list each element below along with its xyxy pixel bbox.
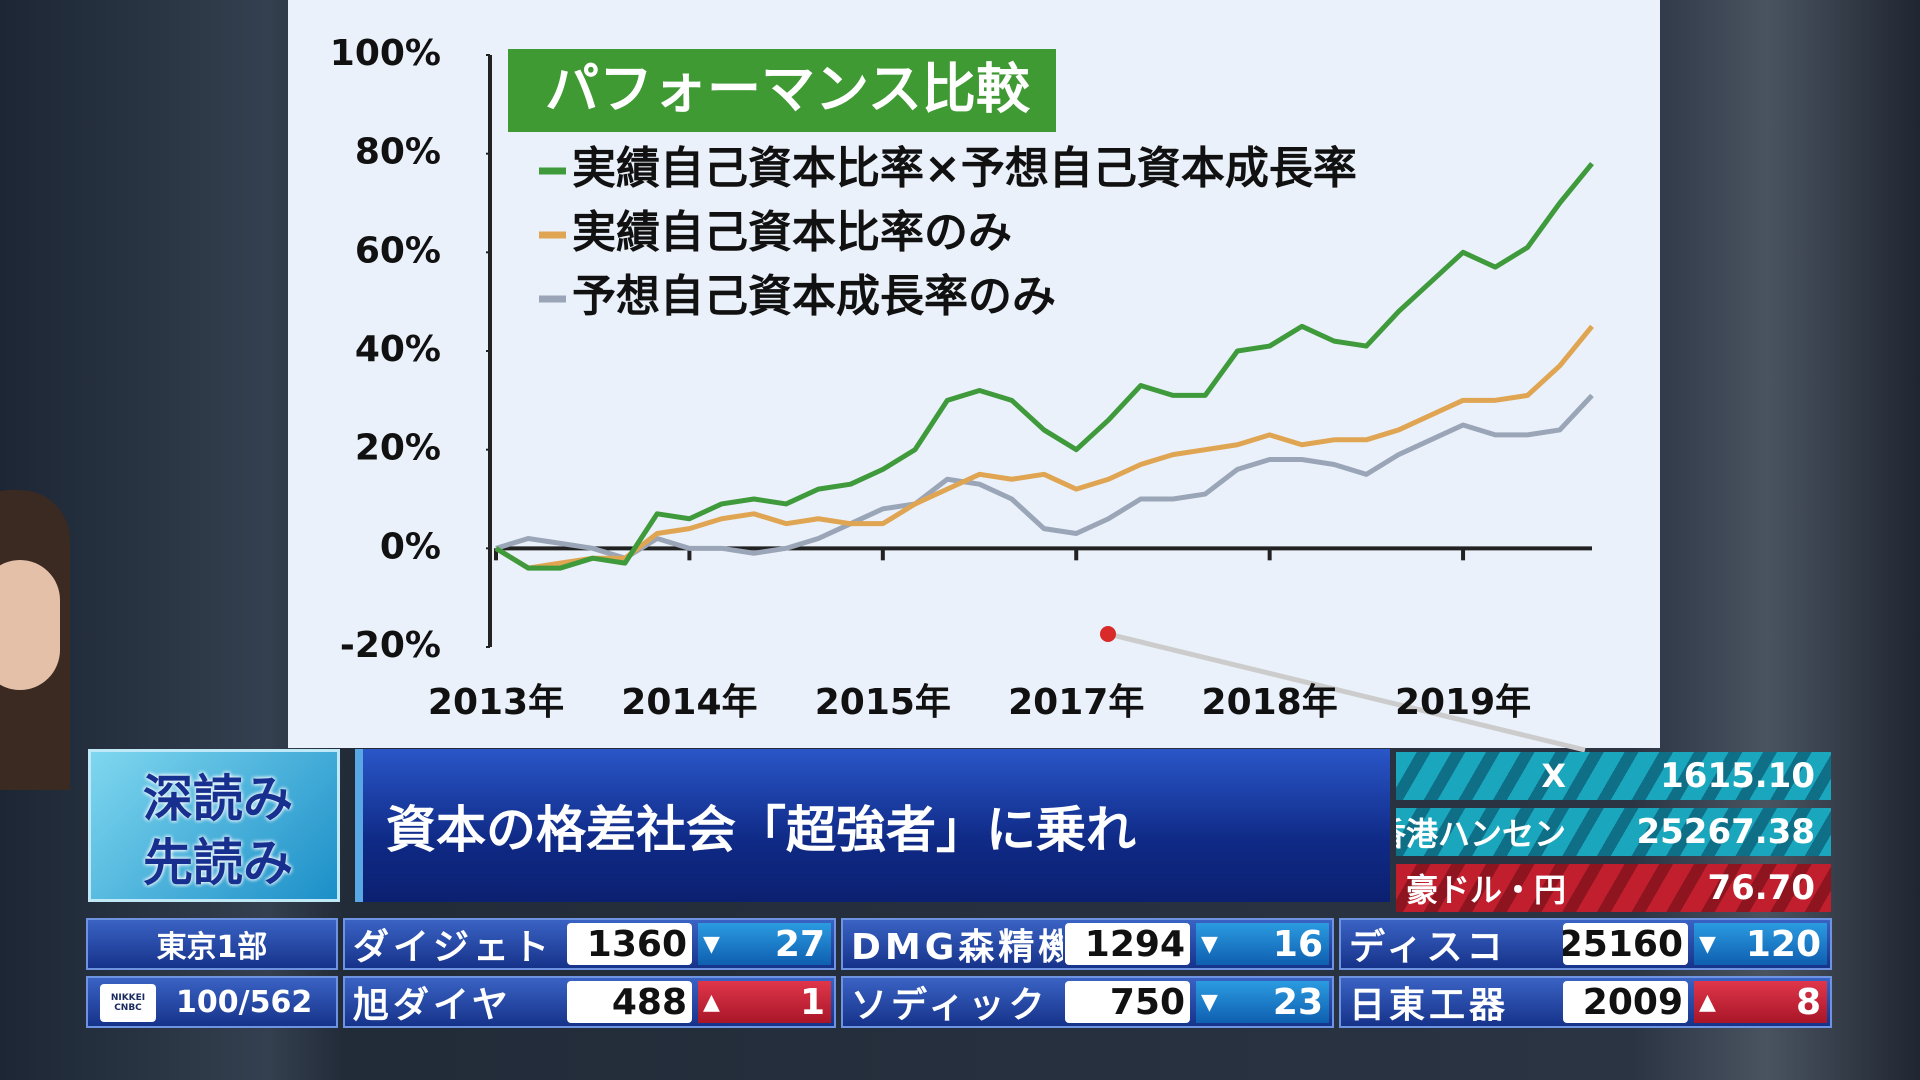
stock-change-box — [1196, 981, 1329, 1023]
y-tick-label: -20% — [340, 625, 441, 666]
x-tick-label: 2013年 — [428, 682, 564, 723]
stock-change: 16 — [1272, 923, 1323, 965]
stock-price-box — [1563, 981, 1688, 1023]
stock-change: 27 — [774, 923, 825, 965]
stock-price-box — [1065, 981, 1190, 1023]
legend-label: 実績自己資本比率×予想自己資本成長率 — [572, 143, 1357, 194]
y-tick-label: 0% — [380, 526, 441, 567]
market: 東京1部 — [156, 930, 268, 965]
index-value: 1615.10 — [1660, 756, 1815, 796]
x-tick-label: 2015年 — [815, 682, 951, 723]
cnbc-logo: NIKKEI CNBC — [100, 984, 156, 1022]
x-tick-label: 2018年 — [1202, 682, 1338, 723]
chart: パフォーマンス比較 -20% 0% 20% 40% 60% 80% 100% 2013年 201… — [288, 0, 1660, 753]
presenter-left-face — [0, 560, 60, 690]
headline: 資本の格差社会「超強者」に乗れ — [386, 801, 1136, 859]
stock-name: ソディック — [851, 985, 1049, 1026]
x-tick-label: 2017年 — [1008, 682, 1144, 723]
stock-name: DMG森精機 — [851, 927, 1063, 968]
stock-arrow: ▲ — [1699, 989, 1716, 1015]
legend-label: 予想自己資本成長率のみ — [572, 271, 1056, 322]
x-tick-label: 2014年 — [621, 682, 757, 723]
stock-change: 1 — [799, 981, 825, 1023]
stock-arrow: ▼ — [1201, 989, 1218, 1015]
stock-arrow: ▼ — [1699, 931, 1716, 957]
stock-name: 旭ダイヤ — [353, 985, 512, 1026]
stock-price-box — [1065, 923, 1190, 965]
y-tick-label: 40% — [355, 329, 441, 370]
index-row — [1396, 864, 1831, 912]
y-tick-label: 60% — [355, 230, 441, 271]
index-row — [1396, 808, 1831, 856]
count: 100/562 — [176, 984, 313, 1020]
pointer-stick — [1107, 631, 1586, 753]
stock-price: 1360 — [586, 923, 687, 965]
headline-box — [355, 749, 1390, 902]
y-tick-label: 100% — [330, 33, 441, 74]
board-head — [86, 918, 338, 970]
stock-price: 2009 — [1582, 981, 1683, 1023]
stock-price: 488 — [611, 981, 687, 1023]
y-tick-label: 80% — [355, 132, 441, 173]
stock-change-box — [698, 981, 831, 1023]
stock-change-box — [1694, 923, 1827, 965]
title-box — [508, 49, 1056, 132]
stock-change: 120 — [1745, 923, 1821, 965]
stock-name: ディスコ — [1349, 927, 1507, 968]
stock-change-box — [1196, 923, 1329, 965]
index-name: 豪ドル・円 — [1405, 871, 1566, 909]
index-row — [1396, 752, 1831, 800]
index-value: 76.70 — [1707, 868, 1815, 908]
logo-text: 先読み — [143, 834, 293, 888]
pointer-tip — [1100, 626, 1116, 642]
series-line — [494, 161, 1594, 571]
stock-change: 8 — [1795, 981, 1821, 1023]
stock-change-box — [1694, 981, 1827, 1023]
series-line — [495, 393, 1594, 561]
stock-name: ダイジェト — [353, 927, 554, 968]
index-name: X — [1541, 757, 1566, 795]
stock-arrow: ▼ — [703, 931, 720, 957]
stock-name: 日東工器 — [1349, 985, 1510, 1026]
index-name: 香港ハンセン — [1396, 815, 1566, 853]
stock-change-box — [698, 923, 831, 965]
logo-box — [88, 749, 340, 902]
stock-price-box — [567, 923, 692, 965]
stock-price: 25160 — [1563, 923, 1683, 965]
stock-price-box — [567, 981, 692, 1023]
stock-arrow: ▼ — [1201, 931, 1218, 957]
y-tick-label: 20% — [355, 428, 441, 469]
stock-price: 1294 — [1084, 923, 1185, 965]
legend-label: 実績自己資本比率のみ — [572, 207, 1012, 258]
logo-text: 深読み — [143, 770, 293, 824]
stock-price-box — [1563, 923, 1688, 965]
series-line — [494, 324, 1594, 571]
chart-title: パフォーマンス比較 — [545, 58, 1031, 121]
x-tick-label: 2019年 — [1395, 682, 1531, 723]
stock-arrow: ▲ — [703, 989, 720, 1015]
stock-change: 23 — [1272, 981, 1323, 1023]
index-value: 25267.38 — [1636, 812, 1815, 852]
stock-price: 750 — [1109, 981, 1185, 1023]
